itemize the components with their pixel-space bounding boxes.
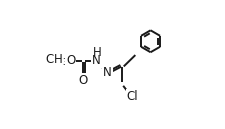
Text: H: H bbox=[93, 46, 102, 59]
Text: CH$_3$: CH$_3$ bbox=[45, 53, 68, 68]
Text: N: N bbox=[92, 54, 101, 67]
Text: O: O bbox=[79, 74, 88, 87]
Text: Cl: Cl bbox=[127, 90, 138, 103]
Text: O: O bbox=[66, 54, 75, 67]
Text: N: N bbox=[103, 66, 112, 79]
